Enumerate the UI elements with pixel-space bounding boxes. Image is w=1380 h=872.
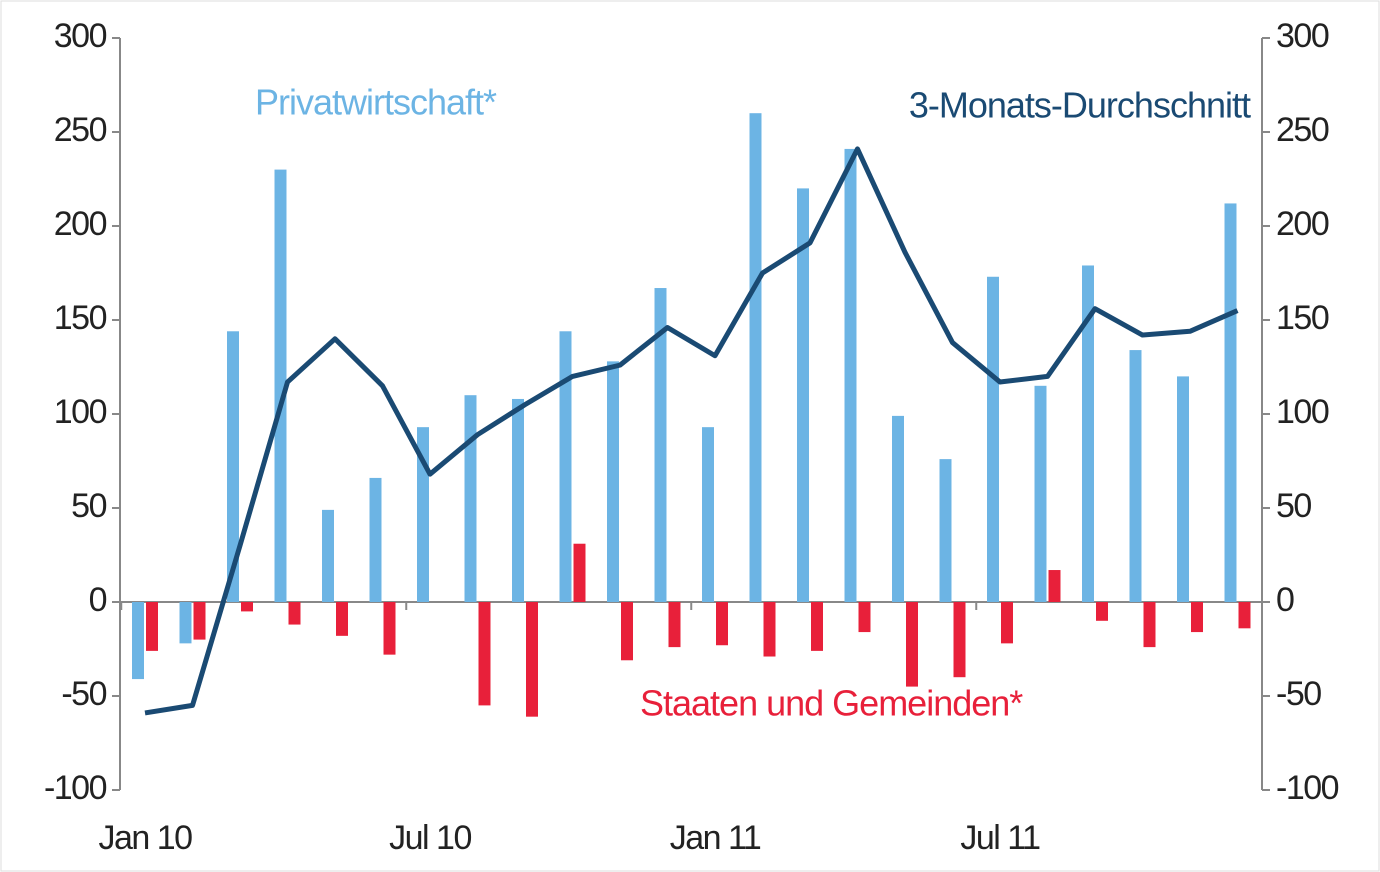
y-tick-label: 100 xyxy=(54,393,107,431)
bar xyxy=(987,276,999,602)
bar xyxy=(811,602,823,651)
annotation: Privatwirtschaft* xyxy=(255,82,497,123)
annotation: Staaten und Gemeinden* xyxy=(640,683,1023,724)
bar xyxy=(193,602,206,640)
y2-tick-label: 200 xyxy=(1276,205,1329,243)
bar xyxy=(1238,602,1251,629)
bar xyxy=(1191,602,1203,633)
y-tick-label: 50 xyxy=(71,487,106,525)
bar xyxy=(464,395,477,602)
bar xyxy=(1082,265,1094,602)
y-tick-label: -50 xyxy=(61,675,106,713)
y-tick-label: 150 xyxy=(54,299,107,337)
y-tick-label: 300 xyxy=(54,17,107,55)
bar xyxy=(702,427,714,602)
y2-tick-label: 50 xyxy=(1276,487,1311,525)
bar xyxy=(654,288,667,602)
y2-tick-label: 0 xyxy=(1276,581,1294,619)
bar xyxy=(512,398,524,602)
bar xyxy=(607,361,619,602)
bar xyxy=(1129,350,1142,602)
bar xyxy=(288,602,301,625)
bar xyxy=(1177,376,1189,602)
bar xyxy=(749,113,762,602)
bar xyxy=(241,602,253,612)
bar xyxy=(478,602,491,706)
x-tick-label: Jan 10 xyxy=(98,819,192,857)
x-tick-label: Jan 11 xyxy=(670,819,761,857)
annotation: 3-Monats-Durchschnitt xyxy=(909,85,1251,126)
x-tick-label: Jul 10 xyxy=(389,819,471,857)
bar xyxy=(559,331,572,602)
y-tick-label: 200 xyxy=(54,205,107,243)
bar xyxy=(668,602,681,648)
y2-tick-label: 250 xyxy=(1276,111,1329,149)
bar xyxy=(146,602,158,651)
bar xyxy=(621,602,633,661)
bar xyxy=(336,602,348,636)
y-tick-label: -100 xyxy=(44,769,107,807)
bar xyxy=(573,543,586,602)
y2-tick-label: 150 xyxy=(1276,299,1329,337)
bar xyxy=(1224,203,1237,602)
bar xyxy=(1001,602,1013,644)
bar xyxy=(274,169,287,602)
bar xyxy=(383,602,396,655)
y2-tick-label: 300 xyxy=(1276,17,1329,55)
bar xyxy=(939,459,952,602)
y2-tick-label: 100 xyxy=(1276,393,1329,431)
y2-tick-label: -50 xyxy=(1276,675,1321,713)
y2-tick-label: -100 xyxy=(1276,769,1339,807)
bar xyxy=(763,602,776,657)
bar xyxy=(716,602,728,646)
bar xyxy=(1143,602,1156,648)
y-tick-label: 250 xyxy=(54,111,107,149)
bar xyxy=(797,188,809,602)
bar xyxy=(844,148,857,603)
bar xyxy=(906,602,918,687)
bar xyxy=(322,509,334,602)
bar xyxy=(892,415,904,602)
bar xyxy=(179,602,192,644)
bar xyxy=(953,602,966,678)
x-tick-label: Jul 11 xyxy=(960,819,1040,857)
bar xyxy=(369,477,382,602)
bar xyxy=(1096,602,1108,621)
line xyxy=(144,146,1239,716)
bar xyxy=(858,602,871,633)
bar xyxy=(132,602,144,680)
bar xyxy=(526,602,538,717)
bar xyxy=(1034,385,1047,602)
bar xyxy=(1048,570,1061,602)
bar xyxy=(227,331,239,602)
y-tick-label: 0 xyxy=(89,581,107,619)
